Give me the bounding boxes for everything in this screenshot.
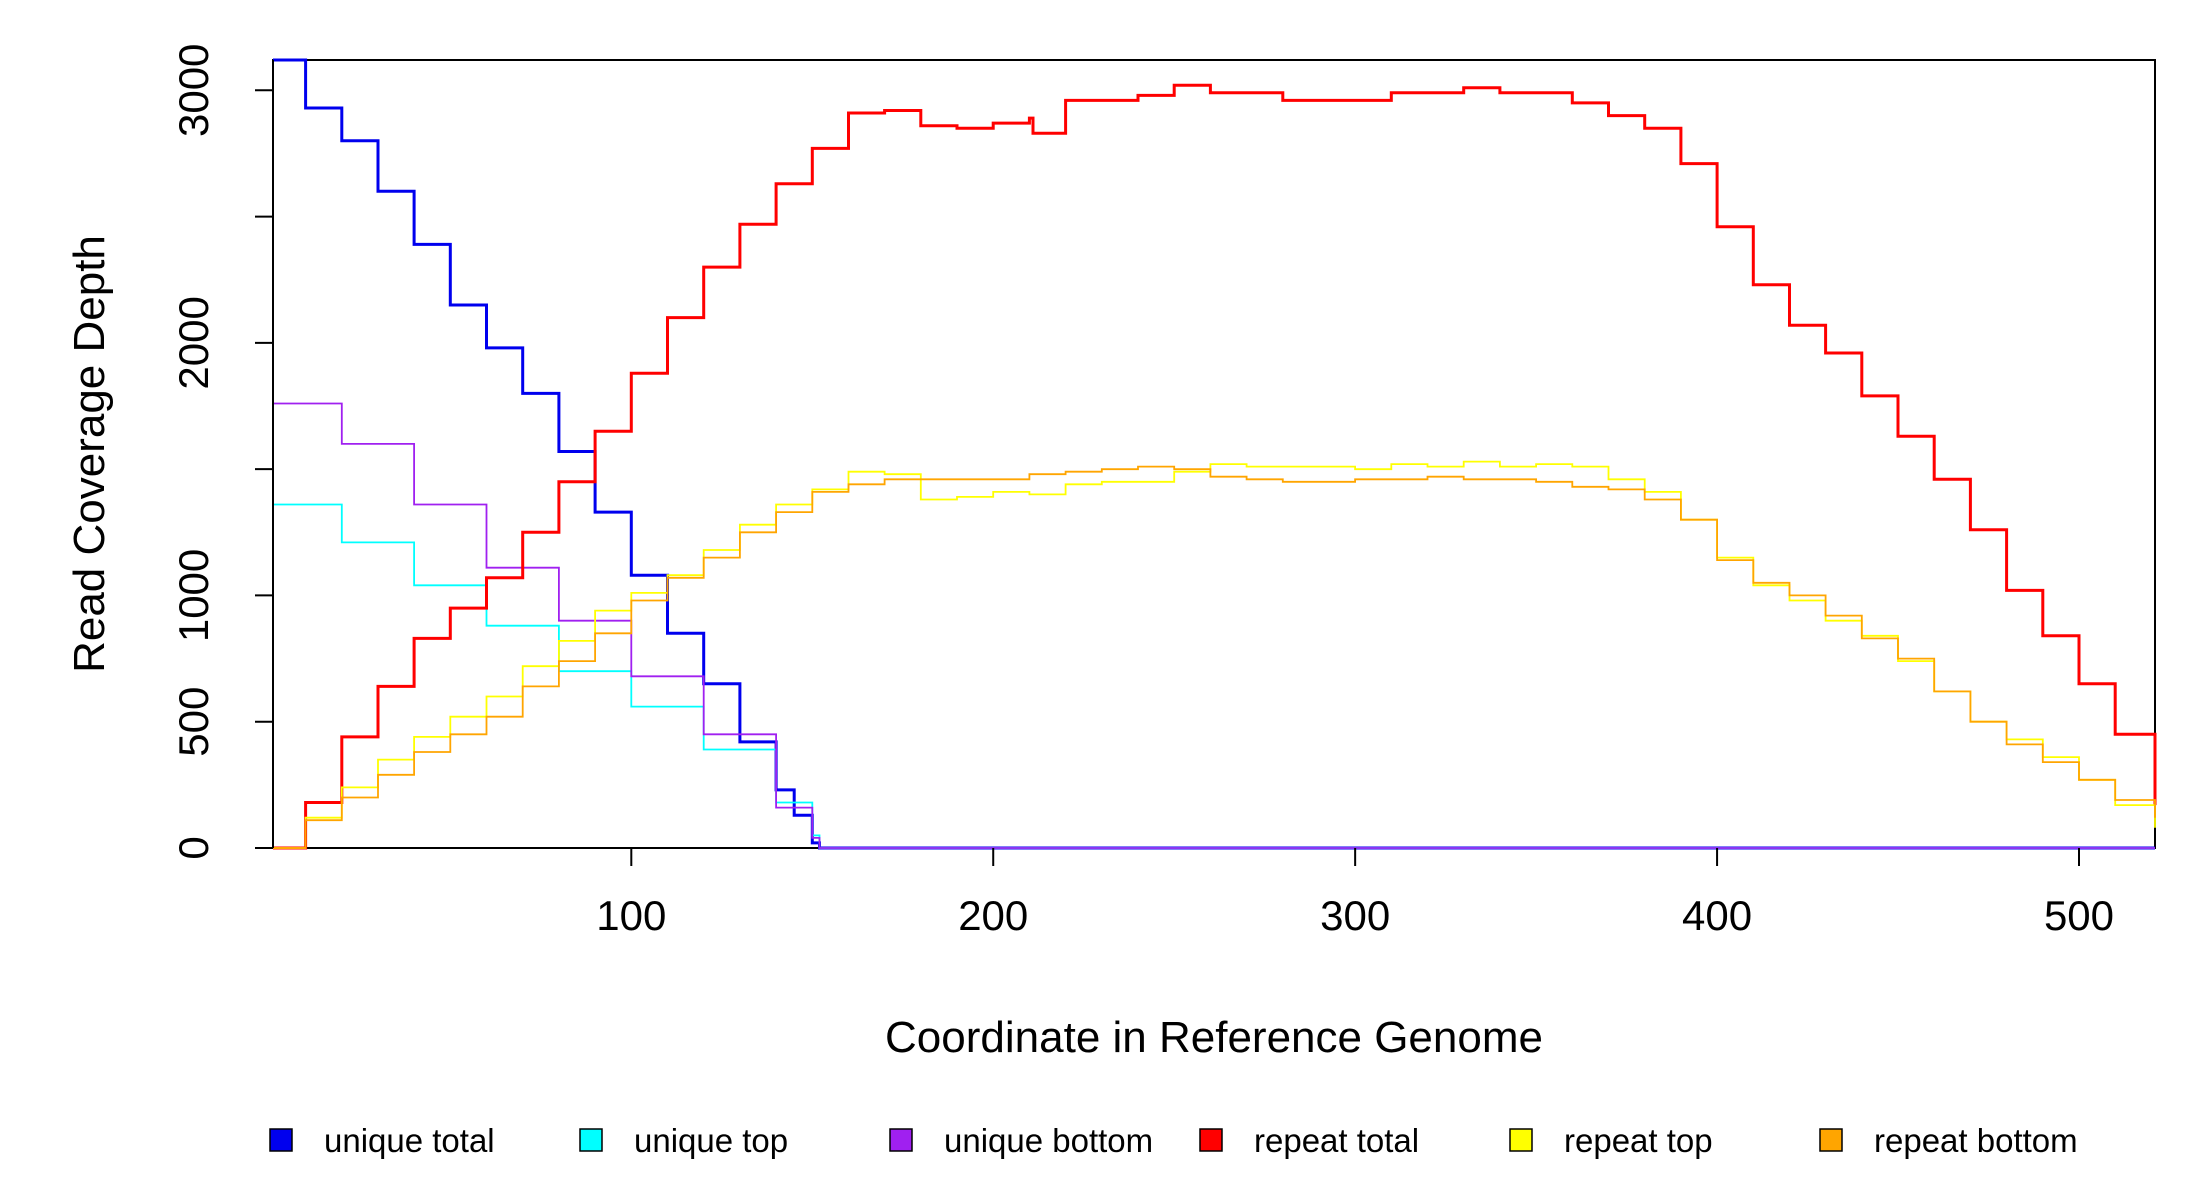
series-line-unique-top [273, 503, 2155, 849]
plot-frame [272, 59, 2156, 849]
legend-swatch-repeat-top [1509, 1128, 1533, 1152]
series-line-repeat-top [273, 460, 2156, 849]
y-tick-label-1000: 1000 [170, 549, 217, 642]
y-axis: 0 500 1000 2000 3000 [170, 44, 274, 860]
legend-swatch-unique-total [269, 1128, 293, 1152]
x-axis-title: Coordinate in Reference Genome [885, 1013, 1543, 1062]
y-tick-label-500: 500 [170, 687, 217, 757]
y-tick-label-0: 0 [170, 836, 217, 859]
legend-swatch-repeat-total [1199, 1128, 1223, 1152]
y-tick-label-3000: 3000 [170, 44, 217, 137]
y-tick-label-2000: 2000 [170, 296, 217, 389]
series-line-repeat-bottom [273, 465, 2156, 849]
y-axis-title: Read Coverage Depth [65, 235, 114, 673]
legend-label-repeat-top: repeat top [1564, 1122, 1713, 1159]
legend-swatch-unique-bottom [889, 1128, 913, 1152]
x-axis: 100 200 300 400 500 [596, 848, 2114, 939]
x-tick-label-100: 100 [596, 892, 666, 939]
series-layer [273, 58, 2157, 850]
x-tick-label-400: 400 [1682, 892, 1752, 939]
x-tick-label-500: 500 [2044, 892, 2114, 939]
legend-swatch-repeat-bottom [1819, 1128, 1843, 1152]
x-tick-label-300: 300 [1320, 892, 1390, 939]
legend-label-repeat-total: repeat total [1254, 1122, 1419, 1159]
series-line-unique-total [273, 58, 2155, 850]
legend: unique total unique top unique bottom repea… [269, 1122, 2078, 1159]
series-line-repeat-total [273, 83, 2157, 850]
series-line-unique-bottom [273, 402, 2155, 849]
legend-label-unique-bottom: unique bottom [944, 1122, 1153, 1159]
legend-swatch-unique-top [579, 1128, 603, 1152]
legend-label-repeat-bottom: repeat bottom [1874, 1122, 2078, 1159]
x-tick-label-200: 200 [958, 892, 1028, 939]
legend-label-unique-top: unique top [634, 1122, 788, 1159]
legend-label-unique-total: unique total [324, 1122, 495, 1159]
